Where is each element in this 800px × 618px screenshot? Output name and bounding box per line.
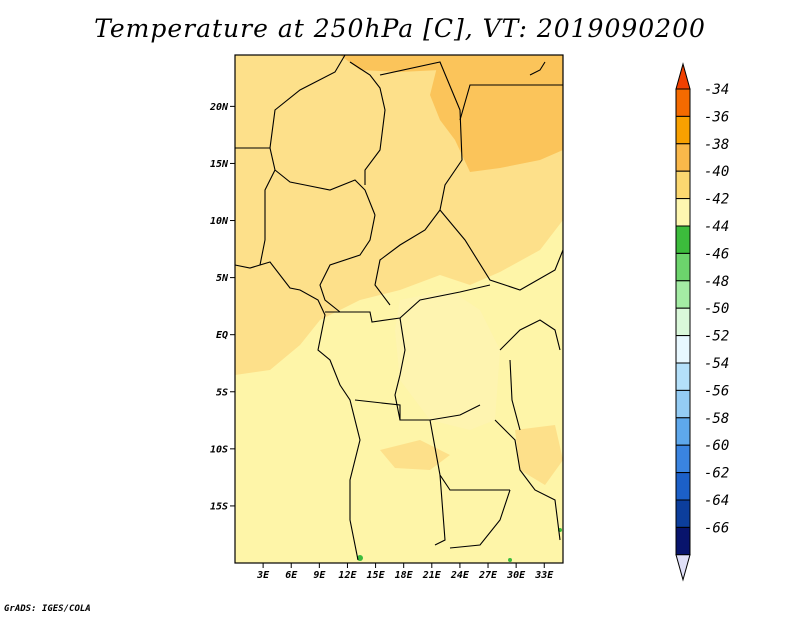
lon-tick-label: 27E [478,570,498,581]
colorbar-label: -44 [704,219,729,235]
colorbar: -34 -36 -38 -40 -42 -44 -46 -48 -50 -52 -54 -56 -58 -… [675,62,729,582]
colorbar-swatch [675,198,691,227]
colorbar-swatch [675,526,691,556]
colorbar-label: -36 [704,109,729,125]
contour-fill-minus40-south [380,440,450,470]
colorbar-swatch [675,115,691,145]
lat-tick-label: 5N [216,273,229,284]
colorbar-label: -34 [704,82,729,98]
colorbar-swatch [675,362,691,391]
colorbar-swatch [675,499,691,528]
colorbar-label: -48 [704,274,729,290]
colorbar-swatch [675,307,691,337]
lon-tick-label: 21E [422,570,442,581]
lat-tick-label: 10N [210,216,229,227]
map-title: Temperature at 250hPa [C], VT: 201909020… [94,14,706,43]
colorbar-label: -56 [704,383,729,399]
colorbar-label: -40 [704,164,729,180]
lat-tick-label: 20N [209,102,229,113]
contour-fill-minus40-southeast [515,425,563,485]
colorbar-swatch [675,170,691,200]
colorbar-swatch [675,143,691,172]
colorbar-swatch [675,252,691,282]
contour-fill-minus38 [430,55,563,172]
colorbar-label: -64 [704,493,729,509]
lat-tick-label: 10S [210,444,228,455]
lat-tick-label: 15N [210,159,229,170]
lon-tick-label: 30E [506,570,526,581]
colorbar-label: -62 [704,466,729,482]
colorbar-label: -66 [704,520,729,536]
lon-tick-label: 6E [285,570,298,581]
colorbar-label: -50 [704,301,729,317]
contour-fill-minus42 [395,290,500,430]
colorbar-top-arrow [675,62,691,90]
colorbar-swatch [675,280,691,309]
colorbar-swatch [675,225,691,254]
contour-fill-minus44-b [508,558,512,562]
colorbar-swatch [675,389,691,419]
contour-fill-minus44 [357,555,363,561]
lat-tick-label: 5S [216,387,228,398]
colorbar-swatch [675,472,691,501]
map-panel [234,54,564,563]
lon-tick-label: 3E [256,570,270,581]
colorbar-label: -60 [704,438,729,454]
lon-tick-label: 24E [450,570,470,581]
lon-tick-label: 12E [338,570,357,581]
lat-tick-label: 15S [210,501,228,512]
colorbar-bottom-arrow [675,554,691,582]
colorbar-label: -46 [704,246,729,262]
lon-tick-label: 33E [534,570,554,581]
colorbar-label: -58 [704,411,729,427]
colorbar-swatch [675,335,691,364]
colorbar-label: -52 [704,329,729,345]
map-frame [234,54,564,564]
country-borders [234,54,564,561]
colorbar-label: -42 [704,192,729,208]
colorbar-label: -38 [704,137,729,153]
colorbar-swatch [675,417,691,446]
lat-tick-label: EQ [216,330,228,341]
lon-tick-label: 9E [313,570,326,581]
colorbar-swatch [675,444,691,474]
longitude-axis: 3E 6E 9E 12E 15E 18E 21E 24E 27E 30E 33E [256,563,554,581]
colorbar-label: -54 [704,356,729,372]
colorbar-swatch [675,88,691,117]
latitude-axis: 20N 15N 10N 5N EQ 5S 10S 15S [209,102,235,512]
grads-credit: GrADS: IGES/COLA [4,604,91,614]
lon-tick-label: 15E [367,570,386,581]
lon-tick-label: 18E [395,570,414,581]
